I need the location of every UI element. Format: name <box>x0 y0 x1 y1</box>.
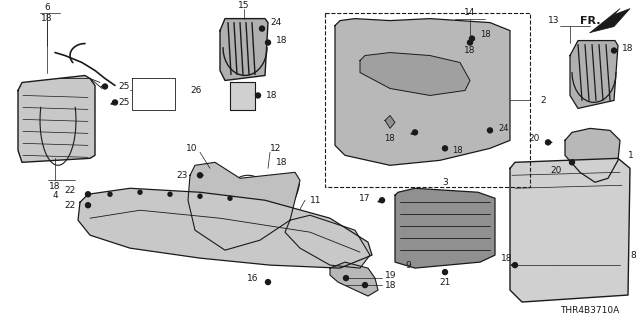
Polygon shape <box>18 76 95 162</box>
Text: 12: 12 <box>270 144 282 153</box>
Text: 18: 18 <box>622 44 634 53</box>
Text: 24: 24 <box>270 18 281 27</box>
Text: 2: 2 <box>540 96 546 105</box>
Text: 20: 20 <box>550 166 562 175</box>
Circle shape <box>255 93 260 98</box>
Circle shape <box>86 192 90 197</box>
Circle shape <box>113 100 118 105</box>
Text: 16: 16 <box>246 274 258 283</box>
Text: 18: 18 <box>385 134 395 143</box>
Text: 18: 18 <box>276 36 287 45</box>
Text: FR.: FR. <box>580 16 600 26</box>
Circle shape <box>513 263 518 268</box>
Text: 20: 20 <box>529 134 540 143</box>
Polygon shape <box>78 188 372 268</box>
Circle shape <box>442 146 447 151</box>
Circle shape <box>344 276 349 281</box>
Circle shape <box>102 84 108 89</box>
Polygon shape <box>565 128 620 182</box>
Text: 23: 23 <box>177 171 188 180</box>
Text: 3: 3 <box>442 178 448 187</box>
Circle shape <box>570 160 575 165</box>
Polygon shape <box>330 262 378 296</box>
Bar <box>325 12 530 187</box>
Text: 25: 25 <box>118 98 129 107</box>
Text: 18: 18 <box>276 158 287 167</box>
Polygon shape <box>188 162 300 250</box>
Circle shape <box>138 190 142 194</box>
Text: 22: 22 <box>65 186 76 195</box>
Text: 6: 6 <box>44 3 50 12</box>
Text: 24: 24 <box>498 124 509 133</box>
Text: 11: 11 <box>310 196 321 205</box>
Polygon shape <box>220 19 268 81</box>
Circle shape <box>611 48 616 53</box>
Circle shape <box>467 40 472 45</box>
Circle shape <box>228 196 232 200</box>
Circle shape <box>380 198 385 203</box>
Polygon shape <box>510 158 630 302</box>
Circle shape <box>198 194 202 198</box>
Circle shape <box>488 128 493 133</box>
Circle shape <box>266 280 271 284</box>
Text: 1: 1 <box>628 151 634 160</box>
Circle shape <box>259 26 264 31</box>
Circle shape <box>198 173 202 178</box>
Text: 9: 9 <box>405 260 411 270</box>
Circle shape <box>362 283 367 288</box>
Polygon shape <box>360 52 470 95</box>
Circle shape <box>168 192 172 196</box>
Text: 18: 18 <box>41 14 52 23</box>
Polygon shape <box>285 215 370 268</box>
Text: 18: 18 <box>452 146 463 155</box>
Text: 18: 18 <box>464 46 476 55</box>
Text: 14: 14 <box>464 8 476 17</box>
Text: 13: 13 <box>548 16 560 25</box>
Polygon shape <box>395 188 495 268</box>
Text: 18: 18 <box>49 182 61 191</box>
Polygon shape <box>590 9 630 33</box>
Polygon shape <box>335 19 510 165</box>
Text: 18: 18 <box>266 91 278 100</box>
Polygon shape <box>230 83 255 110</box>
Polygon shape <box>385 116 395 128</box>
Polygon shape <box>132 78 175 110</box>
Circle shape <box>545 140 550 145</box>
Circle shape <box>86 203 90 208</box>
Text: 22: 22 <box>65 201 76 210</box>
Text: 26: 26 <box>190 86 202 95</box>
Text: 21: 21 <box>439 277 451 287</box>
Circle shape <box>442 270 447 275</box>
Text: 8: 8 <box>630 251 636 260</box>
Text: 17: 17 <box>358 194 370 203</box>
Text: 18: 18 <box>480 30 491 39</box>
Text: 10: 10 <box>186 144 198 153</box>
Circle shape <box>266 40 271 45</box>
Text: THR4B3710A: THR4B3710A <box>561 306 620 315</box>
Circle shape <box>470 36 474 41</box>
Polygon shape <box>570 41 618 108</box>
Text: 18: 18 <box>385 281 397 290</box>
Text: 4: 4 <box>52 191 58 200</box>
Text: 19: 19 <box>385 271 397 280</box>
Circle shape <box>108 192 112 196</box>
Text: 25: 25 <box>118 82 129 91</box>
Text: 18: 18 <box>500 254 512 263</box>
Text: 15: 15 <box>238 1 250 10</box>
Circle shape <box>413 130 417 135</box>
